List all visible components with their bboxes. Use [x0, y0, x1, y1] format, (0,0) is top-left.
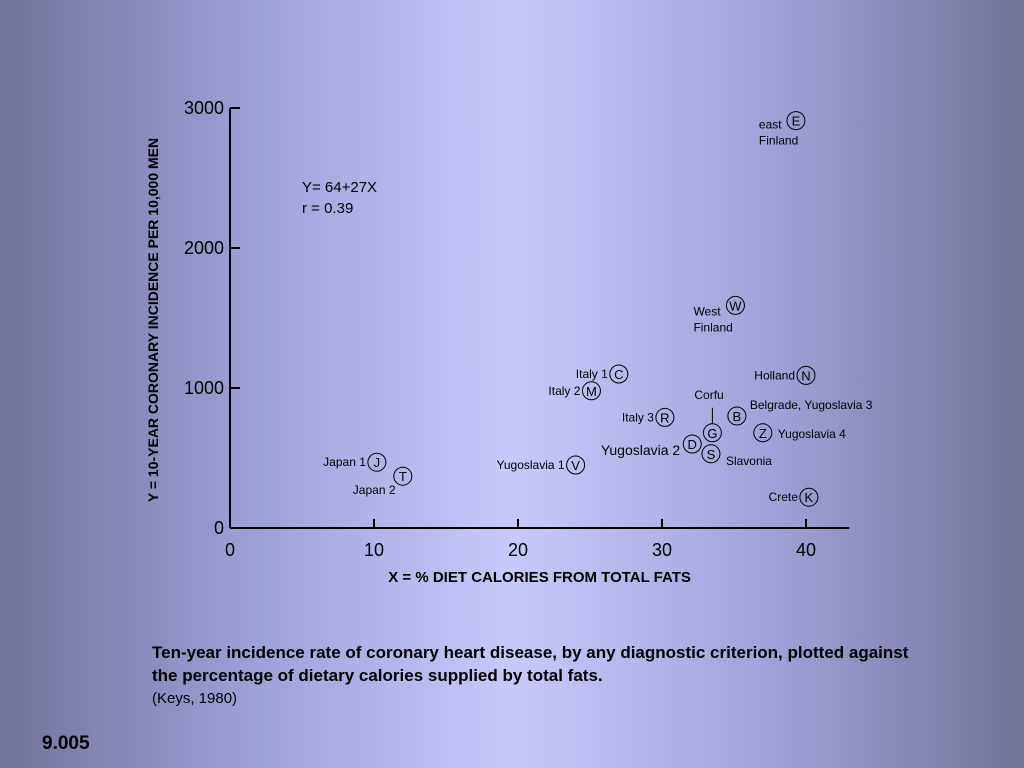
point-label: Belgrade, Yugoslavia 3: [750, 398, 873, 412]
x-axis-label: X = % DIET CALORIES FROM TOTAL FATS: [388, 569, 691, 586]
point-letter: D: [688, 437, 697, 452]
point-label: Slavonia: [726, 454, 772, 468]
point-marker: [727, 406, 747, 426]
point-label: Yugoslavia 2: [601, 442, 681, 458]
x-tick-label: 30: [652, 540, 672, 560]
x-tick-label: 40: [796, 540, 816, 560]
point-label: Crete: [769, 490, 799, 504]
y-axis-label: Y = 10-YEAR CORONARY INCIDENCE PER 10,00…: [145, 138, 161, 502]
point-label: Italy 3: [622, 410, 654, 424]
point-letter: R: [660, 410, 669, 425]
point-letter: K: [805, 490, 814, 505]
point-label: Italy 1: [576, 367, 608, 381]
y-tick-label: 1000: [184, 378, 224, 398]
equation-line: r = 0.39: [302, 200, 353, 217]
point-marker: [566, 455, 586, 475]
point-marker: [725, 295, 745, 315]
x-tick-label: 0: [225, 540, 235, 560]
y-tick-label: 2000: [184, 238, 224, 258]
point-marker: [753, 423, 773, 443]
point-label: Finland: [693, 320, 732, 334]
point-letter: Z: [759, 426, 767, 441]
point-marker: [796, 365, 816, 385]
figure-caption: Ten-year incidence rate of coronary hear…: [152, 641, 912, 710]
point-letter: C: [614, 367, 623, 382]
regression-equation: Y= 64+27X r = 0.39: [302, 179, 377, 217]
point-label: Yugoslavia 4: [778, 427, 846, 441]
point-label: Holland: [754, 368, 795, 382]
point-label: West: [693, 304, 721, 318]
caption-text: Ten-year incidence rate of coronary hear…: [152, 643, 909, 685]
point-label: east: [759, 118, 782, 132]
point-marker: [609, 364, 629, 384]
point-marker: [701, 444, 721, 464]
caption-source: (Keys, 1980): [152, 690, 238, 707]
point-marker: [367, 452, 387, 472]
y-tick-label: 3000: [184, 98, 224, 118]
point-marker: [581, 381, 601, 401]
point-label: Yugoslavia 1: [497, 458, 565, 472]
slide-number: 9.005: [42, 733, 90, 754]
point-marker: [682, 434, 702, 454]
point-label: Japan 2: [353, 483, 396, 497]
point-letter: B: [733, 409, 742, 424]
point-marker: [799, 487, 819, 507]
point-letter: G: [707, 426, 717, 441]
point-label: Italy 2: [548, 384, 580, 398]
point-letter: E: [792, 114, 801, 129]
point-letter: M: [586, 384, 597, 399]
point-letter: W: [729, 298, 742, 313]
x-tick-label: 10: [364, 540, 384, 560]
point-letter: S: [707, 447, 716, 462]
point-letter: J: [374, 455, 381, 470]
point-letter: N: [801, 368, 810, 383]
point-marker: [655, 407, 675, 427]
point-marker: [393, 466, 413, 486]
y-tick-label: 0: [214, 518, 224, 538]
point-letter: V: [571, 458, 580, 473]
point-letter: T: [399, 469, 407, 484]
chart-axes: 0 10 20 30 40 0 1000 2000 3000 X = % DIET CALORIE…: [145, 98, 850, 586]
point-label: Corfu: [694, 388, 723, 402]
point-marker: [786, 111, 806, 131]
point-label: Japan 1: [323, 455, 366, 469]
x-tick-label: 20: [508, 540, 528, 560]
equation-line: Y= 64+27X: [302, 179, 377, 196]
point-label: Finland: [759, 134, 798, 148]
